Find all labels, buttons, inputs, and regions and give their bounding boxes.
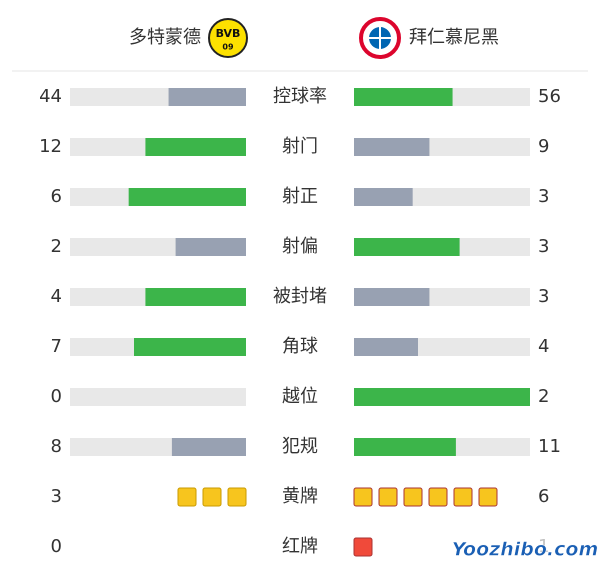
- away-value: 3: [538, 286, 549, 307]
- stat-label: 角球: [282, 336, 318, 357]
- home-bar: [175, 238, 246, 256]
- home-value: 8: [51, 436, 62, 457]
- stat-label: 控球率: [273, 86, 327, 107]
- home-bar: [168, 88, 246, 106]
- away-bar: [354, 288, 430, 306]
- home-value: 3: [51, 486, 62, 507]
- away-value: 9: [538, 136, 549, 157]
- home-value: 2: [51, 236, 62, 257]
- card: [353, 537, 373, 557]
- away-bar: [354, 438, 456, 456]
- card: [428, 487, 448, 507]
- stat-label: 黄牌: [282, 486, 318, 507]
- home-value: 12: [39, 136, 62, 157]
- away-value: 11: [538, 436, 561, 457]
- away-logo: [359, 17, 401, 59]
- card: [453, 487, 473, 507]
- card: [353, 487, 373, 507]
- away-value: 56: [538, 86, 561, 107]
- stat-label: 射门: [282, 136, 318, 157]
- stat-label: 射正: [282, 186, 318, 207]
- card: [378, 487, 398, 507]
- away-bar: [354, 338, 418, 356]
- home-value: 4: [51, 286, 62, 307]
- away-bar: [354, 188, 413, 206]
- home-track: [70, 388, 246, 406]
- home-team-name: 多特蒙德: [129, 27, 201, 48]
- home-value: 7: [51, 336, 62, 357]
- card: [202, 487, 222, 507]
- away-value: 4: [538, 336, 549, 357]
- watermark-bg: [452, 534, 598, 564]
- away-value: 2: [538, 386, 549, 407]
- home-value: 6: [51, 186, 62, 207]
- logo-text: BVB: [216, 27, 241, 40]
- home-bar: [145, 138, 246, 156]
- away-bar: [354, 388, 530, 406]
- card: [403, 487, 423, 507]
- card: [478, 487, 498, 507]
- home-value: 44: [39, 86, 62, 107]
- away-bar: [354, 238, 460, 256]
- home-bar: [128, 188, 246, 206]
- away-value: 3: [538, 236, 549, 257]
- away-value: 3: [538, 186, 549, 207]
- home-value: 0: [51, 536, 62, 557]
- home-bar: [134, 338, 246, 356]
- away-team-name: 拜仁慕尼黑: [409, 27, 499, 48]
- watermark: Yoozhibo.com: [452, 539, 599, 561]
- logo-sub: 09: [222, 43, 234, 52]
- away-bar: [354, 138, 430, 156]
- away-value: 6: [538, 486, 549, 507]
- stat-label: 犯规: [282, 436, 318, 457]
- stat-label: 射偏: [282, 236, 318, 257]
- stat-label: 被封堵: [273, 286, 327, 307]
- card: [227, 487, 247, 507]
- card: [177, 487, 197, 507]
- stat-label: 越位: [282, 386, 318, 407]
- home-logo: BVB 09: [208, 18, 248, 58]
- home-bar: [145, 288, 246, 306]
- home-value: 0: [51, 386, 62, 407]
- stat-label: 红牌: [282, 536, 318, 557]
- away-bar: [354, 88, 453, 106]
- home-bar: [171, 438, 246, 456]
